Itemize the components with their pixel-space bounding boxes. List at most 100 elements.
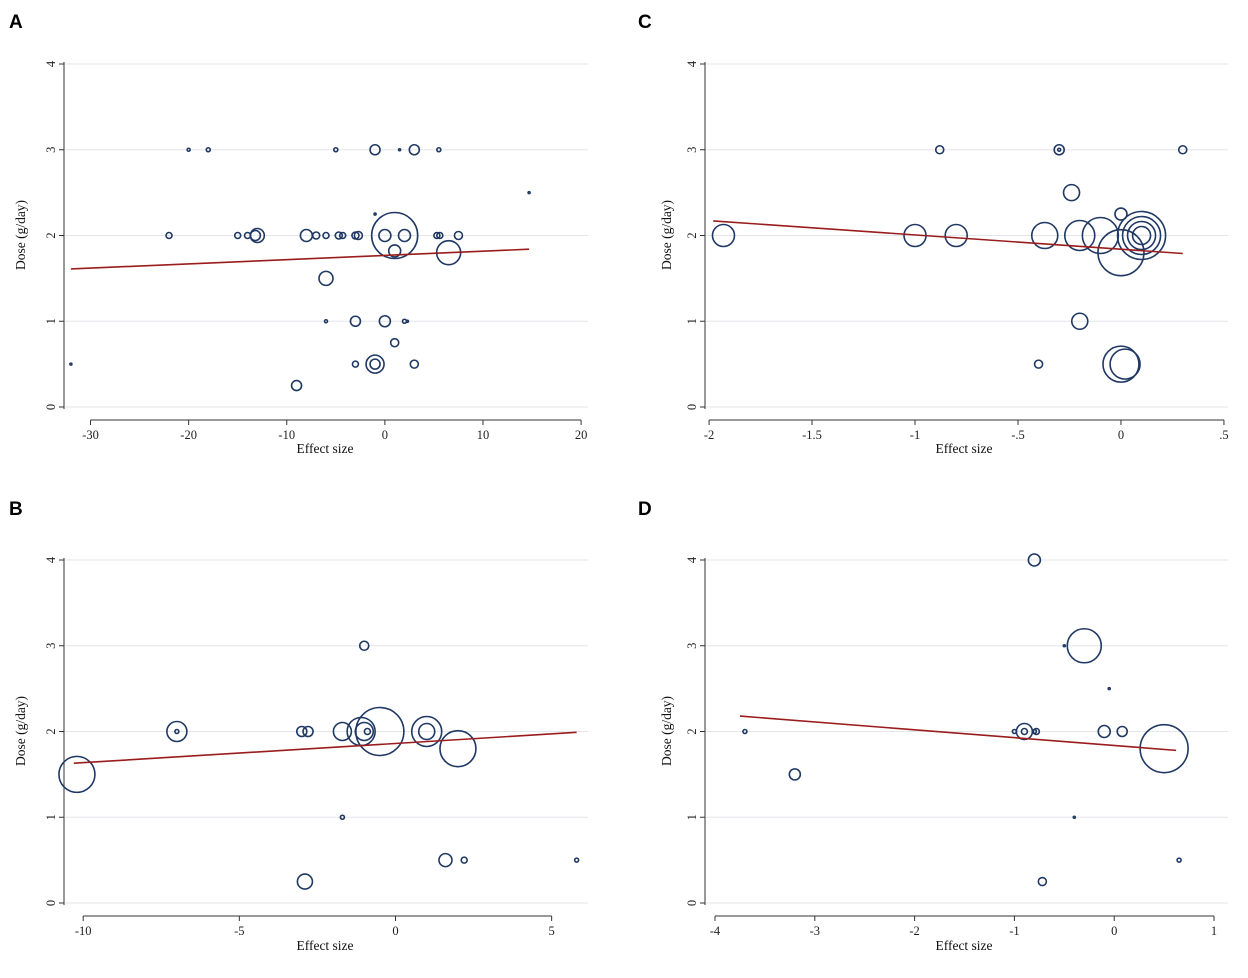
panel-letter: D	[638, 499, 652, 520]
data-point	[934, 144, 945, 155]
data-point	[296, 873, 314, 890]
data-point	[460, 856, 468, 864]
plot-area: 0 1 2 3 4 -4 -3 -2 -1 0 1	[685, 553, 1228, 938]
data-point	[1116, 210, 1167, 261]
panel-b: B 0 1 2 3 4 -10 -5 0 5 Effect size Dose (g/day)	[9, 499, 588, 953]
panel-d: D 0 1 2 3 4 -4 -3 -2 -1 0 1 Effect size Dose (g/da…	[638, 499, 1228, 953]
regression-line	[739, 715, 1177, 752]
data-point	[1066, 627, 1103, 664]
data-point	[349, 315, 362, 328]
regression-line	[73, 731, 577, 765]
data-point	[453, 230, 464, 241]
data-point	[387, 244, 402, 258]
data-point	[166, 720, 188, 743]
data-point	[1056, 147, 1062, 153]
data-point	[1107, 686, 1112, 691]
x-tick-label: 0	[382, 428, 388, 442]
data-point	[378, 228, 392, 243]
x-tick-label: -.5	[1011, 428, 1025, 442]
data-point	[290, 379, 303, 392]
y-tick-label: 1	[44, 814, 58, 820]
data-point	[527, 190, 531, 195]
data-point	[1177, 144, 1188, 155]
data-point	[351, 360, 360, 368]
x-tick-label: -10	[75, 924, 92, 938]
data-point	[333, 146, 339, 153]
x-tick-label: 10	[477, 428, 490, 442]
data-point	[365, 354, 385, 374]
data-point	[410, 715, 443, 748]
data-point	[373, 212, 377, 216]
data-point	[742, 728, 748, 735]
data-point	[1121, 215, 1162, 256]
y-tick-label: 4	[685, 60, 699, 67]
panel-letter: A	[9, 12, 23, 33]
y-tick-label: 4	[44, 556, 58, 563]
data-point	[573, 857, 580, 863]
data-point	[378, 314, 392, 328]
data-point	[186, 147, 191, 153]
data-point	[58, 755, 96, 794]
data-point	[205, 146, 212, 153]
y-tick-label: 3	[685, 147, 699, 153]
y-tick-label: 0	[685, 900, 699, 906]
data-point	[295, 725, 308, 738]
data-point	[944, 223, 969, 248]
data-point	[1176, 857, 1182, 863]
data-point	[409, 359, 420, 369]
data-point	[174, 728, 180, 735]
data-point	[1072, 815, 1077, 820]
data-point	[1102, 345, 1140, 383]
x-tick-label: .5	[1219, 428, 1228, 442]
y-tick-label: 0	[44, 900, 58, 906]
data-point	[1131, 225, 1152, 246]
regression-line	[713, 220, 1183, 255]
data-point	[397, 228, 412, 243]
data-point	[1126, 220, 1157, 251]
y-tick-label: 2	[685, 232, 699, 238]
data-point	[1062, 183, 1081, 202]
data-point	[438, 852, 453, 868]
data-point	[1097, 228, 1145, 277]
data-point	[788, 768, 802, 781]
data-point	[1037, 876, 1048, 887]
y-tick-label: 1	[685, 814, 699, 820]
y-tick-label: 1	[685, 318, 699, 324]
data-point	[334, 231, 344, 240]
data-point	[358, 640, 370, 652]
x-tick-label: -20	[180, 428, 197, 442]
data-point	[433, 231, 441, 240]
data-point	[338, 231, 347, 240]
x-axis-title: Effect size	[296, 441, 353, 456]
data-point	[436, 146, 442, 153]
y-tick-label: 0	[44, 404, 58, 410]
data-point	[339, 814, 346, 821]
x-tick-label: -1.5	[802, 428, 822, 442]
data-point	[369, 143, 381, 156]
data-point	[1030, 221, 1059, 250]
data-point	[1063, 219, 1096, 252]
data-point	[1062, 643, 1067, 648]
data-point	[1139, 723, 1189, 774]
x-tick-label: -10	[278, 428, 295, 442]
y-tick-label: 3	[44, 147, 58, 153]
data-point	[439, 729, 477, 768]
data-point	[353, 230, 364, 241]
y-axis-title: Dose (g/day)	[659, 200, 674, 270]
panel-letter: B	[9, 499, 23, 520]
x-tick-label: -5	[234, 924, 244, 938]
data-point	[1081, 216, 1120, 255]
x-tick-label: 5	[549, 924, 555, 938]
y-tick-label: 1	[44, 318, 58, 324]
data-point	[405, 319, 410, 324]
x-tick-label: -2	[909, 924, 919, 938]
data-point	[1116, 725, 1128, 738]
data-point	[1053, 143, 1065, 156]
data-point	[1033, 359, 1044, 369]
x-axis-title: Effect size	[296, 938, 353, 953]
data-point	[363, 727, 372, 736]
data-point	[165, 231, 173, 240]
data-point	[369, 358, 381, 370]
y-tick-label: 4	[44, 60, 58, 67]
